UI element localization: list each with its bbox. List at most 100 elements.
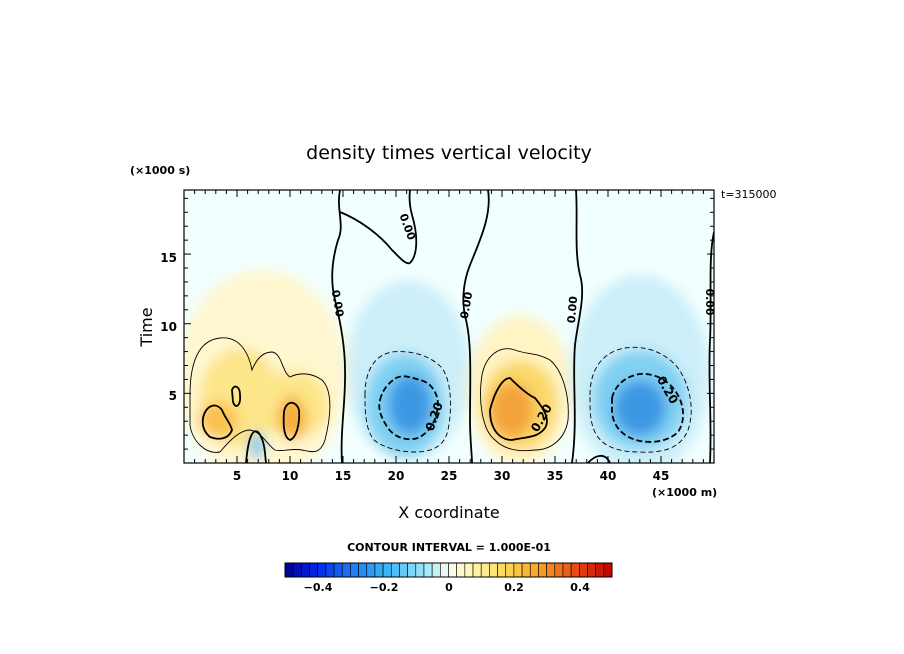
negative-core-middle bbox=[388, 375, 432, 435]
colorbar-tick-label: −0.2 bbox=[370, 581, 399, 594]
colorbar-cell bbox=[431, 562, 441, 578]
x-tick-label: 20 bbox=[388, 469, 405, 483]
colorbar-cell bbox=[570, 562, 580, 578]
colorbar-cell bbox=[382, 562, 392, 578]
colorbar-cell bbox=[407, 562, 417, 578]
x-tick-label: 40 bbox=[600, 469, 617, 483]
colorbar-cell bbox=[603, 562, 613, 578]
x-tick-label: 45 bbox=[653, 469, 670, 483]
negative-core-far-right bbox=[614, 380, 666, 436]
colorbar-cell bbox=[554, 562, 564, 578]
positive-contours-thin bbox=[189, 337, 569, 453]
x-tick-label: 35 bbox=[547, 469, 564, 483]
colorbar-cell bbox=[587, 562, 596, 578]
colorbar-frame bbox=[284, 562, 613, 578]
contour-label-1: 0.00 bbox=[329, 289, 347, 318]
y-axis-unit: (×1000 s) bbox=[130, 164, 190, 177]
colorbar-cell bbox=[317, 562, 327, 578]
colorbar-cell bbox=[309, 562, 318, 578]
colorbar-cell bbox=[292, 562, 302, 578]
contour-label-3: 0.00 bbox=[458, 291, 476, 320]
colorbar-cell bbox=[366, 562, 376, 578]
axis-ticks bbox=[184, 190, 714, 463]
x-tick-label: 5 bbox=[233, 469, 241, 483]
zero-contour-4 bbox=[708, 231, 714, 463]
colorbar-cell bbox=[374, 562, 384, 578]
y-tick-label: 10 bbox=[160, 320, 177, 334]
negative-contour-far-right bbox=[589, 346, 692, 453]
colorbar-cell bbox=[513, 562, 523, 578]
x-tick-label: 30 bbox=[494, 469, 511, 483]
colorbar-cell bbox=[546, 562, 556, 578]
colorbar-cell bbox=[448, 562, 457, 578]
colorbar-cell bbox=[423, 562, 433, 578]
zero-contour-2 bbox=[462, 190, 490, 463]
colorbar-cell bbox=[521, 562, 531, 578]
plot-area: 0.00 0.00 0.00 0.00 0.00 0.20 0.20 0.20 bbox=[184, 190, 716, 463]
colorbar-cell bbox=[301, 562, 310, 578]
x-tick-label: 25 bbox=[441, 469, 458, 483]
colorbar-cell bbox=[578, 562, 588, 578]
color-field bbox=[184, 270, 710, 463]
colorbar-cell bbox=[497, 562, 507, 578]
y-axis-label: Time bbox=[137, 307, 156, 347]
colorbar-cell bbox=[333, 562, 343, 578]
negative-contour-middle bbox=[364, 351, 451, 453]
colorbar-tick-labels: −0.4 −0.2 0 0.2 0.4 bbox=[304, 581, 590, 594]
colorbar bbox=[284, 562, 613, 578]
positive-contour-right bbox=[480, 348, 569, 452]
positive-core-right bbox=[490, 382, 534, 438]
colorbar-cell bbox=[464, 562, 474, 578]
y-tick-label: 5 bbox=[169, 389, 177, 403]
positive-contour-left bbox=[189, 337, 331, 453]
zero-contours bbox=[245, 190, 714, 463]
colorbar-tick-label: −0.4 bbox=[304, 581, 333, 594]
colorbar-cell bbox=[399, 562, 408, 578]
x-axis-label: X coordinate bbox=[398, 503, 499, 522]
colorbar-cell bbox=[284, 562, 294, 578]
colorbar-cell bbox=[562, 562, 572, 578]
positive-contours-thick bbox=[201, 377, 548, 441]
contour-label-4: 0.00 bbox=[565, 295, 580, 324]
y-tick-label: 15 bbox=[160, 251, 177, 265]
colorbar-cell bbox=[505, 562, 515, 578]
colorbar-cell bbox=[440, 562, 449, 578]
zero-contour-1 bbox=[331, 190, 347, 463]
chart-title: density times vertical velocity bbox=[306, 142, 592, 164]
zero-contour-3 bbox=[571, 190, 584, 463]
colorbar-cell bbox=[415, 562, 425, 578]
x-tick-labels: 5 10 15 20 25 30 35 40 45 bbox=[233, 469, 670, 483]
colorbar-cell bbox=[358, 562, 368, 578]
positive-contour-0.2-left bbox=[201, 404, 233, 440]
colorbar-cell bbox=[341, 562, 351, 578]
x-tick-label: 15 bbox=[335, 469, 352, 483]
positive-contour-0.2-right bbox=[489, 377, 548, 441]
colorbar-cell bbox=[456, 562, 466, 578]
colorbar-cell bbox=[489, 562, 498, 578]
colorbar-cell bbox=[325, 562, 335, 578]
colorbar-tick-label: 0.2 bbox=[504, 581, 524, 594]
contour-interval-label: CONTOUR INTERVAL = 1.000E-01 bbox=[347, 541, 551, 554]
colorbar-tick-label: 0 bbox=[445, 581, 453, 594]
colorbar-cell bbox=[595, 562, 605, 578]
positive-core-left bbox=[198, 402, 238, 438]
zero-contour-5 bbox=[245, 430, 267, 463]
colorbar-tick-label: 0.4 bbox=[570, 581, 590, 594]
colorbar-cell bbox=[472, 562, 482, 578]
negative-contour-0.2-middle bbox=[378, 375, 439, 441]
y-tick-labels: 5 10 15 bbox=[160, 251, 177, 403]
negative-contour-0.2-far-right bbox=[611, 373, 684, 443]
positive-contour-0.2-left-3 bbox=[282, 401, 301, 441]
colorbar-cell bbox=[390, 562, 400, 578]
positive-contour-0.2-left-2 bbox=[231, 385, 242, 407]
contour-label-5: 0.00 bbox=[703, 288, 716, 315]
colorbar-cell bbox=[350, 562, 359, 578]
colorbar-cell bbox=[538, 562, 547, 578]
zero-contour-top bbox=[339, 190, 418, 265]
x-tick-label: 10 bbox=[282, 469, 299, 483]
colorbar-cell bbox=[529, 562, 539, 578]
colorbar-cell bbox=[480, 562, 490, 578]
negative-contours-thick bbox=[378, 373, 684, 443]
x-axis-unit: (×1000 m) bbox=[652, 486, 717, 499]
